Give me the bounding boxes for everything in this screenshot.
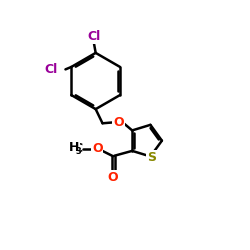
Text: O: O [92, 142, 102, 156]
Text: C: C [73, 142, 82, 156]
Text: O: O [113, 116, 124, 129]
Text: 3: 3 [75, 147, 81, 156]
Text: Cl: Cl [87, 30, 100, 43]
Text: S: S [147, 151, 156, 164]
Text: Cl: Cl [45, 63, 58, 76]
Text: O: O [108, 171, 118, 184]
Text: H: H [69, 141, 80, 154]
